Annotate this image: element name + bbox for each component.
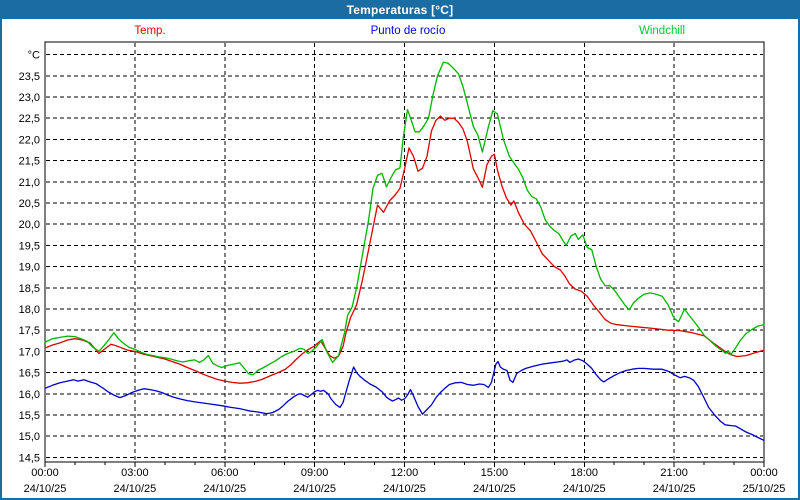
window-titlebar: Temperaturas [°C] (2, 2, 798, 19)
x-tick-date-label: 24/10/25 (383, 483, 426, 495)
x-tick-time-label: 15:00 (481, 467, 509, 479)
x-tick-date-label: 24/10/25 (473, 483, 516, 495)
legend-label-temp: Temp. (134, 25, 166, 37)
y-tick-label: 16,0 (19, 389, 40, 401)
x-tick-date-label: 25/10/25 (743, 483, 786, 495)
y-tick-label: 22,0 (19, 134, 40, 146)
y-axis-unit-label: °C (28, 50, 40, 62)
x-tick-time-label: 03:00 (121, 467, 149, 479)
y-tick-label: 16,5 (19, 368, 40, 380)
x-tick-date-label: 24/10/25 (653, 483, 696, 495)
legend-item-dew-point: Punto de rocío (371, 23, 446, 39)
y-tick-label: 15,0 (19, 431, 40, 443)
y-tick-label: 21,5 (19, 156, 40, 168)
y-tick-label: 17,5 (19, 325, 40, 337)
x-tick-time-label: 00:00 (750, 467, 778, 479)
y-tick-label: 21,0 (19, 177, 40, 189)
y-tick-label: 19,5 (19, 240, 40, 252)
y-tick-label: 23,5 (19, 71, 40, 83)
x-tick-time-label: 00:00 (31, 467, 59, 479)
x-tick-date-label: 24/10/25 (293, 483, 336, 495)
y-tick-label: 20,5 (19, 198, 40, 210)
plot-border (44, 41, 765, 463)
x-tick-date-label: 24/10/25 (563, 483, 606, 495)
x-tick-date-label: 24/10/25 (113, 483, 156, 495)
legend-label-dew-point: Punto de rocío (370, 25, 446, 37)
legend-label-windchill: Windchill (638, 25, 686, 37)
y-tick-label: 15,5 (19, 410, 40, 422)
x-axis-labels: 00:00 24/10/25 03:00 24/10/25 06:00 24/10/25 0… (24, 467, 786, 495)
window-title: Temperaturas [°C] (346, 3, 454, 17)
x-tick-date-label: 24/10/25 (203, 483, 246, 495)
x-tick-time-label: 21:00 (660, 467, 688, 479)
y-tick-label: 23,0 (19, 92, 40, 104)
y-tick-label: 20,0 (19, 219, 40, 231)
x-tick-time-label: 09:00 (301, 467, 329, 479)
y-tick-label: 18,5 (19, 283, 40, 295)
y-tick-label: 19,0 (19, 262, 40, 274)
y-tick-label: 14,5 (19, 452, 40, 464)
temp-line (44, 115, 765, 384)
windchill-line (44, 61, 765, 376)
y-tick-label: 17,0 (19, 346, 40, 358)
legend-item-windchill: Windchill (639, 23, 685, 39)
x-tick-time-label: 18:00 (570, 467, 598, 479)
y-tick-label: 18,0 (19, 304, 40, 316)
x-tick-time-label: 12:00 (391, 467, 419, 479)
y-tick-label: 22,5 (19, 113, 40, 125)
x-tick-date-label: 24/10/25 (24, 483, 67, 495)
legend-item-temp: Temp. (134, 23, 165, 39)
x-tick-time-label: 06:00 (211, 467, 239, 479)
y-axis-labels: °C 23,5 23,0 22,5 22,0 21,5 21,0 20,5 20,0 19,5 19… (19, 50, 40, 465)
dew-point-line (44, 358, 765, 442)
